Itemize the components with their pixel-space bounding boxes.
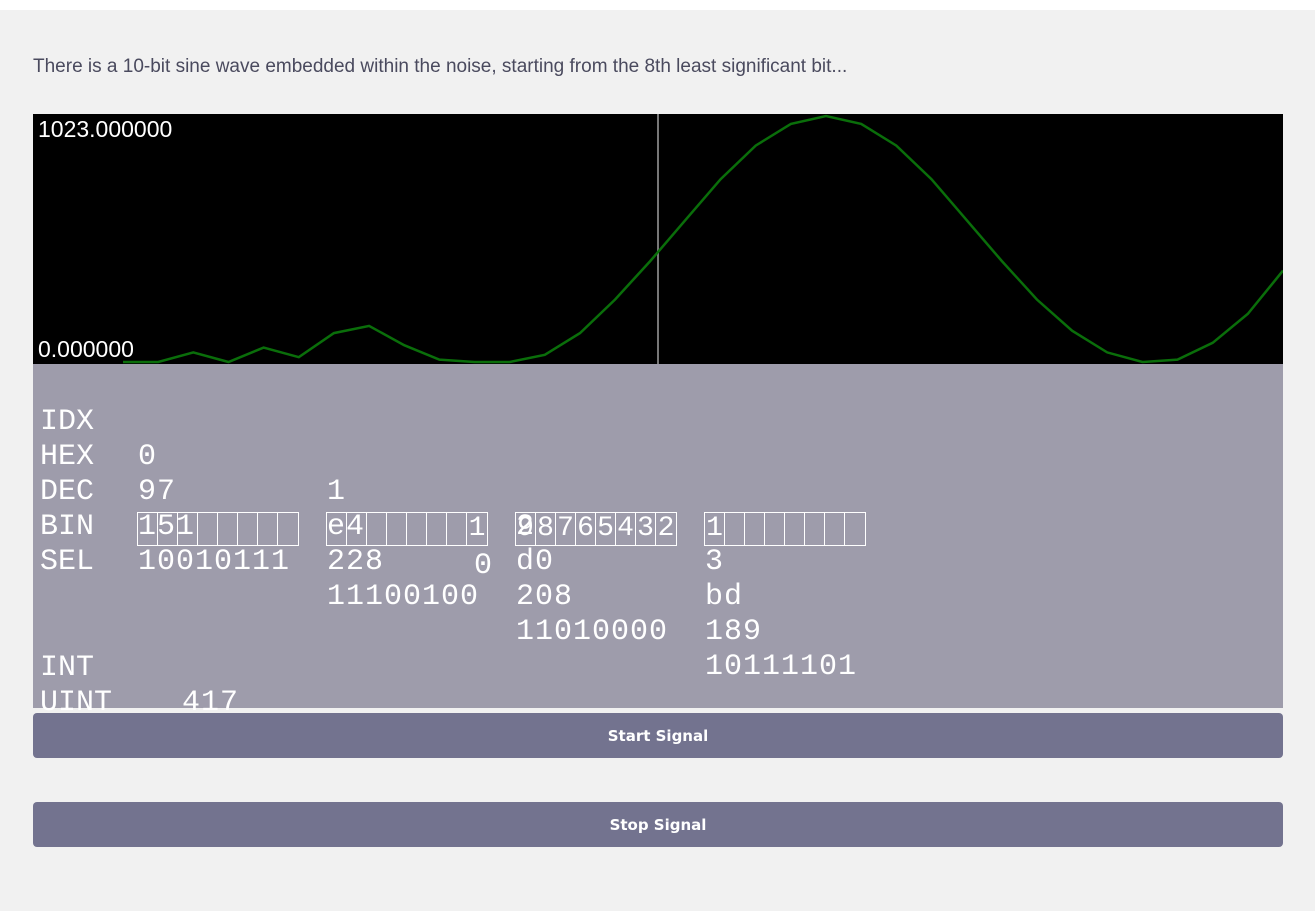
idx-row: IDX 0 1 2 3	[40, 370, 723, 579]
bit-cell[interactable]	[158, 513, 178, 545]
bin-row: BIN 10010111 11100100 11010000 10111101	[40, 475, 856, 684]
bit-cell[interactable]	[447, 513, 467, 545]
sel-label: SEL	[40, 545, 95, 579]
bit-cell[interactable]: 7	[556, 513, 576, 545]
bit-cell[interactable]	[427, 513, 447, 545]
bit-cell[interactable]	[238, 513, 258, 545]
byte-dec: 151	[138, 510, 196, 544]
bit-cell[interactable]	[725, 513, 745, 545]
bin-label: BIN	[40, 510, 95, 544]
byte-bin: 10010111	[138, 545, 291, 579]
bit-cell[interactable]	[278, 513, 298, 545]
bit-cell[interactable]: 3	[636, 513, 656, 545]
scope-max-label: 1023.000000	[38, 116, 173, 142]
byte-dec: 208	[516, 580, 574, 614]
bit-selector-byte-3: 1	[704, 512, 866, 546]
int-row: INT 417	[40, 616, 238, 720]
hex-label: HEX	[40, 440, 95, 474]
byte-hex: bd	[705, 580, 744, 614]
dec-label: DEC	[40, 475, 95, 509]
scope-min-label: 0.000000	[38, 336, 134, 362]
bit-selector-byte-1: 1	[326, 512, 488, 546]
bit-cell[interactable]	[785, 513, 805, 545]
sel-row: SEL 1 9	[40, 510, 866, 579]
bit-cell[interactable]: 5	[596, 513, 616, 545]
bit-cell[interactable]: 6	[576, 513, 596, 545]
bit-selector-byte-2: 9 8 7 6 5 4 3 2	[515, 512, 677, 546]
bit-cell[interactable]	[765, 513, 785, 545]
bit-cell[interactable]	[347, 513, 367, 545]
byte-dec: 189	[705, 615, 763, 649]
scope-chart	[33, 114, 1283, 364]
bit-cell[interactable]	[218, 513, 238, 545]
hex-row: HEX 97 e4 d0 bd	[40, 405, 742, 614]
bit-cell[interactable]: 9	[516, 513, 536, 545]
intro-text: There is a 10-bit sine wave embedded wit…	[33, 56, 848, 77]
int-label: INT	[40, 651, 95, 685]
bit-cell[interactable]	[367, 513, 387, 545]
bit-cell[interactable]: 1	[468, 513, 486, 544]
byte-bin: 11100100	[327, 580, 480, 614]
byte-bin: 10111101	[705, 650, 858, 684]
byte-idx: 3	[705, 545, 725, 579]
stop-signal-button[interactable]: Stop Signal	[33, 802, 1283, 847]
page: There is a 10-bit sine wave embedded wit…	[0, 10, 1315, 911]
bit-cell[interactable]	[387, 513, 407, 545]
bit-cell[interactable]	[745, 513, 765, 545]
bit-cell[interactable]	[258, 513, 278, 545]
byte-idx: 2	[516, 510, 536, 544]
bit-cell[interactable]	[198, 513, 218, 545]
bit-decoder-panel: IDX 0 1 2 3 HEX 97 e4 d0 bd DEC 151 228 …	[33, 364, 1283, 755]
byte-dec: 228	[327, 545, 385, 579]
bit-cell[interactable]	[407, 513, 427, 545]
bit-cell[interactable]: 4	[616, 513, 636, 545]
bit-cell[interactable]: 8	[536, 513, 556, 545]
sine-trace	[123, 114, 1283, 364]
byte-idx: 0	[138, 440, 158, 474]
idx-label: IDX	[40, 405, 95, 439]
start-signal-button[interactable]: Start Signal	[33, 713, 1283, 758]
bit-cell[interactable]	[327, 513, 347, 545]
bit-cell[interactable]	[138, 513, 158, 545]
byte-idx: 1	[327, 475, 347, 509]
uint-row: UINT 417	[40, 651, 238, 755]
dec-row: DEC 151 228 208 189	[40, 440, 761, 649]
bit-cell[interactable]	[845, 513, 865, 545]
bit-cell[interactable]	[178, 513, 198, 545]
byte-hex: 97	[138, 475, 177, 509]
bit-cell[interactable]: 1	[705, 513, 725, 545]
bit-cell[interactable]	[825, 513, 845, 545]
byte-hex: e4	[327, 510, 366, 544]
bit-cell[interactable]	[805, 513, 825, 545]
byte-bin: 11010000	[516, 615, 669, 649]
bit-selector-byte-0	[137, 512, 299, 546]
sel-overflow-bit: 0	[474, 549, 493, 583]
signal-scope: 1023.000000 0.000000	[33, 114, 1283, 364]
byte-hex: d0	[516, 545, 555, 579]
bit-cell[interactable]: 2	[657, 513, 675, 544]
